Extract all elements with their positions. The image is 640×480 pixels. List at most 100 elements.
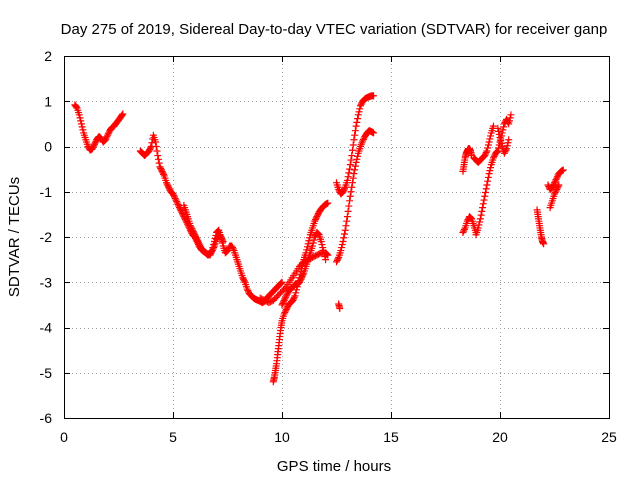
data-point [354,111,362,119]
data-point [489,122,497,130]
data-point [309,242,317,250]
data-point [346,192,354,200]
data-point [354,115,362,123]
data-point [348,152,356,160]
series-track-e [269,199,332,386]
data-point [559,166,567,174]
data-point [298,272,306,280]
data-point [370,129,378,137]
data-point [460,227,468,235]
data-point [344,207,352,215]
data-point [504,118,512,126]
data-point [318,241,326,249]
data-point [282,307,290,315]
data-point [506,114,514,122]
data-point [76,114,84,122]
data-point [356,105,364,113]
data-point [351,127,359,135]
data-point [552,176,560,184]
data-point [218,235,226,243]
data-point [152,143,160,150]
data-point [240,277,248,285]
series-track-h [333,127,378,266]
y-tick-labels: -6 -5 -4 -3 -2 -1 0 1 2 [40,48,53,426]
data-point [357,100,365,108]
data-point [75,111,83,119]
data-point [349,141,357,149]
series-track-q [546,181,563,212]
data-point [154,155,162,163]
data-point [77,117,85,125]
data-point [481,189,489,197]
data-point [497,139,505,147]
data-point [171,195,179,203]
data-point [347,156,355,164]
data-point [551,179,558,187]
data-point [170,193,178,201]
x-tick-label: 25 [601,429,617,445]
y-tick-label: 1 [44,93,52,109]
data-point [314,211,322,219]
data-point [552,187,560,195]
series-track-g [335,300,344,312]
data-point [281,308,289,316]
data-point [485,138,493,146]
data-point [296,277,304,285]
data-point [310,236,318,244]
data-point [90,142,98,150]
data-point [145,147,153,155]
data-point [277,280,285,288]
y-axis-label: SDTVAR / TECUs [6,177,23,297]
data-point [549,182,557,190]
chart-title: Day 275 of 2019, Sidereal Day-to-day VTE… [61,21,608,38]
data-point [351,166,359,174]
x-axis-label: GPS time / hours [277,458,391,475]
data-point [351,162,359,170]
data-point [159,169,167,177]
data-point [551,189,559,197]
data-point [157,164,165,172]
data-point [335,185,343,193]
data-point [507,111,515,119]
data-point [191,231,199,239]
data-point [173,198,181,206]
data-point [340,186,348,194]
data-point [484,173,492,181]
data-point [485,170,493,178]
y-tick-label: 0 [44,139,52,155]
series-track-j [459,145,476,175]
series-track-i [333,92,378,198]
data-point [169,190,177,198]
data-point [492,149,500,157]
data-point [352,158,360,166]
data-point [553,174,561,182]
data-point [277,279,285,287]
data-point [484,141,492,149]
data-point [165,185,173,193]
data-point [359,136,367,144]
data-point [553,173,561,181]
data-point [336,304,344,312]
data-point [495,130,503,138]
data-point [483,181,491,189]
data-point [280,296,288,304]
data-point [72,103,80,111]
data-point [343,217,351,225]
data-point [340,185,348,193]
data-point [305,237,313,245]
data-point [192,232,200,240]
data-point [311,217,319,225]
data-point [550,180,558,188]
data-point [299,271,307,279]
data-point [160,170,168,178]
data-point [243,285,251,293]
data-point [321,253,329,261]
data-point [353,155,361,163]
data-point [283,304,291,312]
data-point [348,146,356,154]
data-point [291,292,299,300]
data-point [219,238,227,246]
data-point [164,182,172,190]
data-point [346,197,354,205]
